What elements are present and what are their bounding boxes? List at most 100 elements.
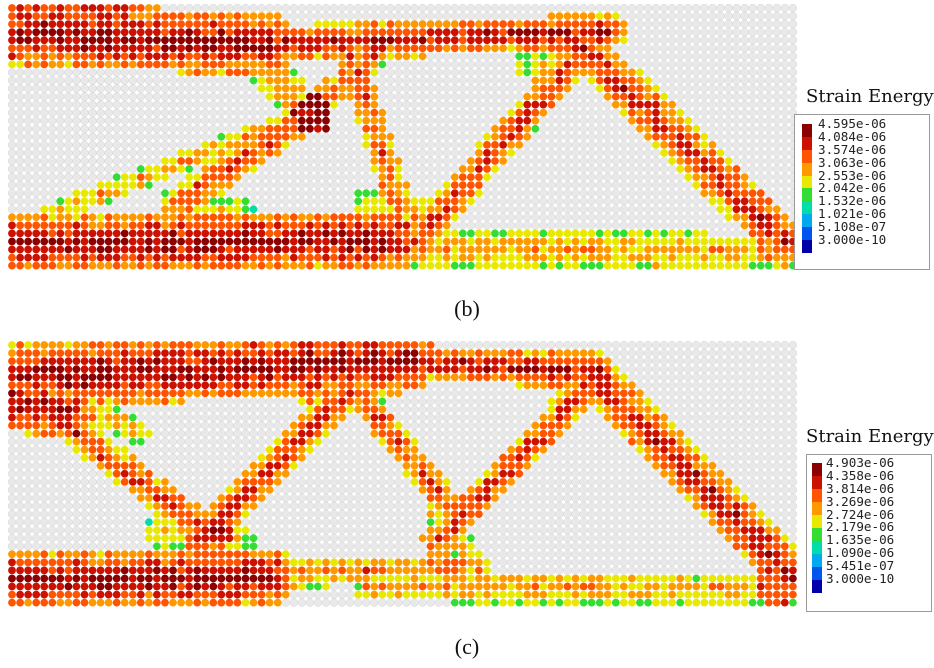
particle — [716, 84, 725, 93]
particle — [603, 172, 612, 182]
particle — [177, 357, 186, 365]
particle — [297, 205, 306, 214]
particle — [539, 357, 548, 365]
particle — [394, 469, 403, 478]
particle — [434, 4, 443, 13]
particle — [402, 84, 411, 93]
particle — [160, 4, 170, 13]
particle — [80, 52, 89, 61]
particle — [201, 100, 210, 109]
particle — [15, 172, 25, 182]
particle — [176, 453, 186, 462]
particle — [394, 453, 403, 462]
particle — [756, 348, 765, 358]
particle — [788, 373, 798, 382]
particle — [136, 381, 145, 390]
particle — [442, 469, 451, 478]
particle — [627, 348, 637, 358]
particle — [184, 84, 194, 93]
particle — [120, 213, 129, 222]
particle — [555, 397, 564, 406]
particle — [788, 28, 798, 37]
particle — [185, 245, 194, 254]
particle — [233, 413, 242, 422]
particle — [241, 261, 250, 270]
particle — [466, 60, 476, 69]
particle — [168, 92, 178, 101]
particle — [72, 461, 81, 470]
particle — [772, 469, 781, 478]
particle — [378, 373, 387, 382]
particle — [426, 52, 435, 61]
particle — [740, 389, 749, 398]
particle — [64, 389, 73, 398]
particle — [257, 205, 266, 214]
particle — [531, 4, 540, 13]
particle — [249, 397, 258, 406]
particle — [185, 365, 194, 374]
particle — [354, 341, 363, 349]
particle — [96, 68, 105, 77]
particle — [249, 60, 258, 69]
particle — [354, 445, 363, 454]
particle — [555, 357, 564, 365]
particle — [354, 245, 363, 254]
particle — [161, 44, 169, 53]
particle — [402, 100, 411, 109]
particle — [241, 68, 250, 77]
particle — [305, 180, 315, 190]
particle — [563, 164, 572, 174]
particle — [716, 173, 725, 182]
particle — [289, 124, 298, 133]
particle — [482, 413, 492, 422]
particle — [732, 348, 741, 358]
particle — [482, 341, 492, 350]
particle — [635, 365, 645, 374]
particle — [450, 68, 459, 77]
particle — [314, 245, 322, 254]
particle — [426, 60, 435, 69]
particle — [539, 469, 548, 478]
particle — [764, 172, 773, 182]
particle — [40, 28, 49, 37]
particle — [193, 389, 202, 398]
particle — [523, 84, 532, 93]
particle — [128, 76, 137, 85]
particle — [120, 124, 129, 133]
particle — [329, 108, 339, 117]
particle — [531, 469, 540, 478]
particle — [426, 397, 435, 406]
particle — [692, 181, 701, 190]
particle — [482, 76, 492, 85]
particle — [225, 157, 234, 165]
particle — [523, 197, 532, 206]
particle — [337, 197, 347, 206]
particle — [249, 172, 258, 182]
particle — [209, 429, 218, 438]
particle — [708, 253, 717, 262]
particle — [40, 197, 49, 206]
particle — [724, 132, 733, 141]
particle — [120, 453, 129, 462]
particle — [595, 92, 604, 101]
particle — [120, 221, 129, 230]
particle — [193, 92, 202, 101]
particle — [225, 389, 234, 398]
particle — [700, 213, 709, 222]
particle — [152, 84, 162, 93]
particle — [289, 60, 298, 69]
particle — [579, 44, 588, 53]
particle — [579, 189, 588, 198]
particle — [88, 445, 97, 454]
particle — [314, 437, 322, 446]
particle — [627, 140, 637, 150]
particle — [265, 237, 274, 246]
particle — [289, 461, 298, 470]
particle — [169, 341, 177, 349]
particle — [378, 397, 387, 406]
particle — [515, 477, 524, 487]
particle — [337, 100, 347, 109]
particle — [434, 421, 443, 430]
particle — [579, 421, 588, 430]
particle — [418, 365, 427, 374]
